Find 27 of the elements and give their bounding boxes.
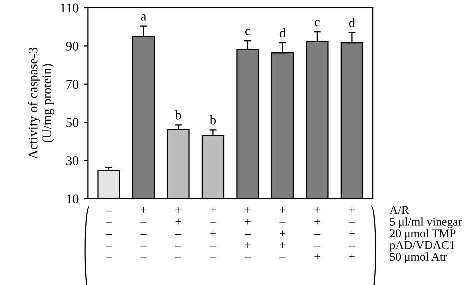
data-label: c <box>246 29 250 36</box>
data-label: d <box>349 18 356 28</box>
x-tick-label: – – – – – <box>106 211 112 258</box>
y-axis-title: Activity of caspase-3 (U/mg protein) <box>28 48 54 160</box>
data-label: c <box>315 20 320 27</box>
x-tick-label: + – + – + <box>349 207 356 260</box>
data-label: b <box>210 115 216 125</box>
text: 20 μmol TMP <box>390 229 456 240</box>
x-tick-label: + + – – + <box>314 207 320 260</box>
y-tick-label: 30 <box>66 156 79 166</box>
data-label: b <box>175 110 182 120</box>
x-tick-label: + + – – – <box>175 207 182 258</box>
y-tick-label: 90 <box>66 42 79 51</box>
text: pAD/VDAC1 <box>390 241 455 252</box>
x-tick-label: + + – + – <box>244 207 252 258</box>
data-label: a <box>141 14 146 21</box>
x-tick-label: + – – – – <box>140 207 147 258</box>
data-label: d <box>280 28 286 38</box>
y-tick-label: 10 <box>67 194 79 204</box>
x-tick-label: + – + + – <box>280 207 286 258</box>
y-tick-label: 110 <box>61 4 79 13</box>
text: 5 μl/ml vinegar <box>390 218 462 228</box>
y-tick-label: 70 <box>66 80 79 90</box>
text: 50 μmol Atr <box>390 252 448 264</box>
x-tick-label: + – + – – <box>210 207 216 258</box>
text: A/R <box>390 206 410 214</box>
y-tick-label: 50 <box>66 118 79 128</box>
